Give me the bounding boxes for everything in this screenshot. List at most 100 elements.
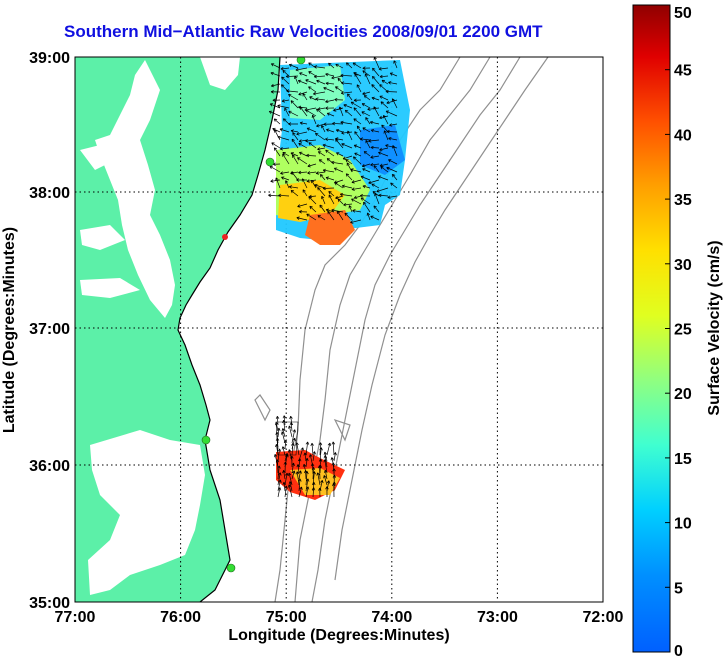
station-marker-offline [222,234,228,240]
map-title: Southern Mid−Atlantic Raw Velocities 200… [64,22,543,41]
velocity-arrow [368,179,380,185]
velocity-arrow [281,431,286,444]
velocity-arrow [333,452,337,462]
velocity-arrow [360,193,371,198]
velocity-arrow [335,195,344,200]
velocity-arrow [281,176,290,181]
velocity-arrow [282,415,287,426]
velocity-arrow [323,469,328,480]
colorbar-tick-label: 45 [674,63,692,80]
velocity-arrow [387,195,398,199]
velocity-arrow [283,439,288,450]
velocity-arrow [325,137,335,141]
velocity-arrow [298,210,308,214]
velocity-arrow [282,419,286,432]
velocity-arrow [286,89,299,93]
x-tick-label: 76:00 [160,609,201,626]
velocity-arrow [378,67,389,71]
velocity-arrow [311,179,317,189]
x-tick-label: 77:00 [55,609,96,626]
velocity-arrow [288,425,293,438]
velocity-arrow [345,159,353,165]
velocity-arrow [299,72,308,77]
velocity-arrow [317,465,322,480]
velocity-arrow [370,215,380,221]
velocity-arrow [322,143,335,149]
velocity-arrow [318,159,326,165]
velocity-arrow [299,106,308,117]
velocity-arrow [332,468,336,480]
velocity-arrow [335,86,344,93]
velocity-arrow [287,484,293,498]
velocity-arrow [281,99,290,103]
velocity-arrow [278,193,290,198]
velocity-arrow [331,160,344,165]
velocity-arrow [354,152,362,157]
velocity-arrow [370,145,380,150]
velocity-arrow [364,73,371,85]
velocity-arrow [294,75,299,85]
velocity-arrow [311,482,316,492]
velocity-arrow [362,70,371,77]
velocity-arrow [336,152,344,157]
velocity-arrow [282,118,290,125]
velocity-arrow [298,470,302,480]
velocity-arrow [332,483,336,498]
velocity-arrow [362,168,371,173]
velocity-vectors [268,57,398,498]
velocity-arrow [289,422,294,432]
velocity-arrow [325,72,335,77]
velocity-arrow [360,197,371,205]
velocity-arrow [291,462,295,474]
velocity-arrow [298,478,302,492]
velocity-arrow [311,114,317,125]
velocity-arrow [306,213,317,221]
velocity-arrow [297,79,308,85]
velocity-arrow [391,173,398,181]
colorbar-ticks: 0 5 10 15 20 25 30 35 40 45 50 [665,4,692,659]
velocity-arrow [363,95,371,101]
velocity-arrow [301,178,308,189]
velocity-arrow [383,114,389,125]
colorbar-tick-label: 50 [674,5,692,22]
velocity-arrow [298,142,308,149]
velocity-arrow [327,210,335,221]
velocity-arrow [308,142,317,149]
velocity-arrow [325,149,335,157]
velocity-arrow [373,205,380,213]
velocity-arrow [307,171,317,175]
velocity-arrow [359,137,371,141]
velocity-arrow [374,193,380,205]
velocity-arrow [280,67,290,71]
velocity-arrow [338,106,344,117]
velocity-arrow [380,166,389,173]
velocity-arrow [388,136,398,141]
velocity-arrow [353,156,362,165]
velocity-arrow [316,123,326,128]
velocity-arrow [335,128,344,133]
colorbar-tick-label: 30 [674,257,692,274]
velocity-arrow [390,182,398,189]
velocity-arrow [334,182,344,189]
velocity-arrow [316,472,321,486]
velocity-arrow [315,171,326,175]
velocity-arrow [307,163,317,168]
velocity-arrow [312,451,316,462]
velocity-arrow [319,204,326,213]
velocity-arrow [377,175,389,181]
velocity-arrow [295,471,300,486]
velocity-arrow [305,471,309,486]
velocity-arrow [306,153,317,158]
velocity-arrow [281,446,286,456]
velocity-arrow [335,138,344,149]
velocity-arrow [272,127,281,133]
velocity-arrow [371,96,380,101]
velocity-arrow [392,145,398,157]
velocity-arrow [340,73,353,78]
velocity-arrow [323,122,335,126]
velocity-arrow [285,74,299,79]
velocity-arrow [270,179,281,183]
velocity-arrow [305,139,317,143]
velocity-arrow [316,108,326,117]
velocity-arrow [335,63,344,69]
